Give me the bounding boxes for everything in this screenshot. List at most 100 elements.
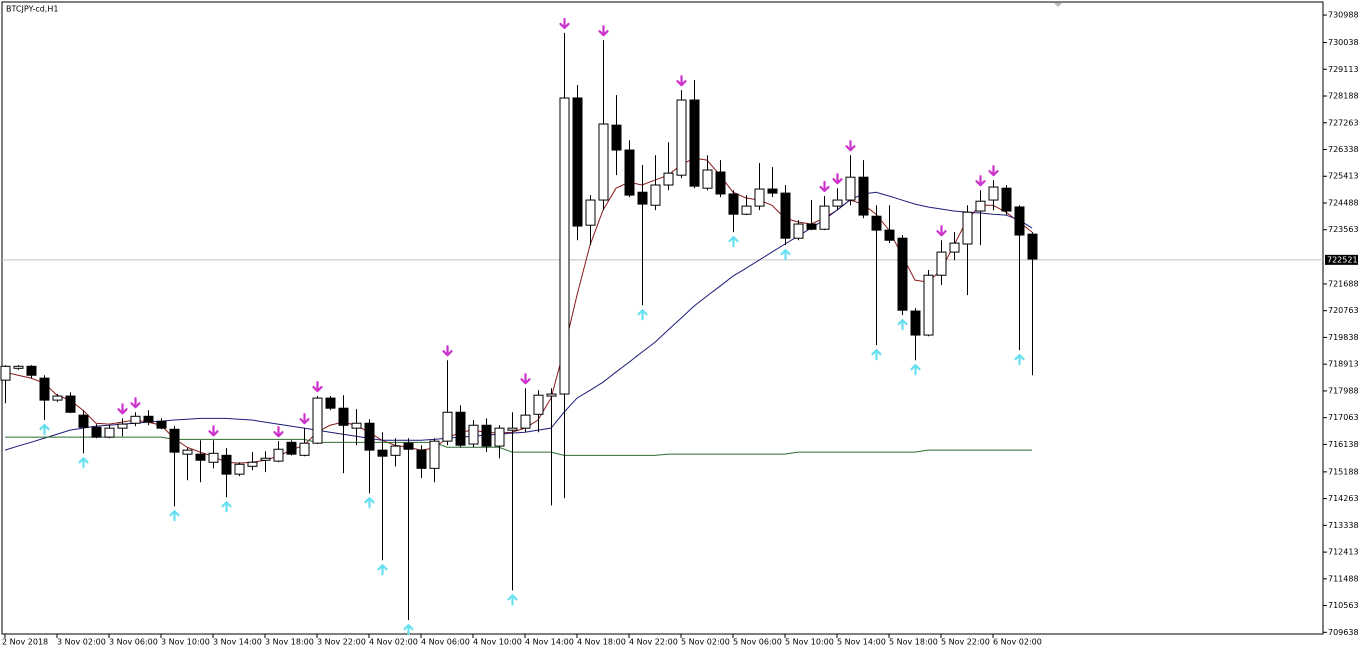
x-tick-label: 3 Nov 10:00: [161, 638, 210, 647]
sell-arrow: [845, 140, 856, 152]
sell-arrow: [442, 345, 453, 357]
sell-arrow: [208, 425, 219, 437]
y-tick-label: 715188: [1328, 467, 1359, 476]
buy-arrow: [221, 501, 232, 513]
candle-body: [39, 377, 50, 401]
candle-body: [481, 424, 492, 447]
y-tick-label: 730038: [1328, 38, 1359, 47]
buy-arrow: [78, 457, 89, 469]
y-tick-label: 724488: [1328, 198, 1359, 207]
candle-body: [949, 242, 960, 253]
candle-body: [663, 172, 674, 186]
candle-body: [910, 310, 921, 336]
x-tick-label: 5 Nov 18:00: [889, 638, 938, 647]
candle-body: [715, 171, 726, 195]
y-tick-label: 711488: [1328, 574, 1359, 583]
candle-body: [104, 427, 115, 438]
sell-arrow: [520, 373, 531, 385]
candle-body: [260, 457, 271, 461]
y-tick-label: 730988: [1328, 11, 1359, 20]
candle-body: [377, 449, 388, 457]
y-tick-label: 729113: [1328, 65, 1359, 74]
candle-body: [728, 193, 739, 215]
candle-body: [403, 442, 414, 450]
sell-arrow: [975, 175, 986, 187]
candle-body: [858, 176, 869, 216]
sell-arrow: [676, 75, 687, 87]
candle-body: [676, 99, 687, 176]
candle-body: [338, 407, 349, 426]
sell-arrow: [299, 413, 310, 425]
candle-body: [455, 411, 466, 446]
candle-body: [585, 199, 596, 226]
y-tick-label: 728188: [1328, 92, 1359, 101]
candle-body: [806, 223, 817, 230]
candle-body: [429, 440, 440, 469]
buy-arrow: [637, 309, 648, 321]
candle-body: [988, 186, 999, 201]
y-tick-label: 712413: [1328, 548, 1359, 557]
candle-body: [78, 414, 89, 428]
candle-body: [156, 420, 167, 429]
candle-body: [650, 184, 661, 206]
buy-arrow: [403, 624, 414, 636]
candle-body: [208, 452, 219, 463]
buy-arrow: [364, 497, 375, 509]
plot-frame: [1, 1, 1324, 635]
candle-body: [637, 191, 648, 205]
sell-arrow: [819, 180, 830, 193]
candle-body: [13, 365, 24, 369]
candle-body: [182, 449, 193, 455]
candle-body: [767, 188, 778, 194]
candle-body: [1001, 187, 1012, 212]
y-tick-label: 713338: [1328, 521, 1359, 530]
candle-body: [169, 428, 180, 453]
x-tick-label: 3 Nov 18:00: [265, 638, 314, 647]
candle-body: [143, 415, 154, 423]
candle-body: [572, 97, 583, 227]
candle-body: [247, 461, 258, 467]
y-tick-label: 721688: [1328, 279, 1359, 288]
candle-body: [0, 365, 11, 381]
candle-body: [1014, 206, 1025, 236]
candle-body: [273, 448, 284, 462]
candle-body: [689, 99, 700, 187]
candle-body: [923, 274, 934, 336]
x-tick-label: 3 Nov 22:00: [317, 638, 366, 647]
candle-body: [442, 411, 453, 442]
price-label: 722521: [1327, 255, 1358, 264]
y-tick-label: 709638: [1328, 628, 1359, 637]
x-tick-label: 4 Nov 14:00: [525, 638, 574, 647]
candle-body: [741, 205, 752, 215]
y-tick-label: 719838: [1328, 333, 1359, 342]
y-tick-label: 726338: [1328, 145, 1359, 154]
y-tick-label: 716138: [1328, 440, 1359, 449]
x-tick-label: 3 Nov 14:00: [213, 638, 262, 647]
y-tick-label: 710563: [1328, 601, 1359, 610]
buy-arrow: [1014, 353, 1025, 366]
candle-body: [793, 223, 804, 239]
buy-arrow: [871, 349, 882, 361]
candle-body: [559, 97, 570, 395]
candle-body: [312, 397, 323, 444]
candle-body: [962, 211, 973, 245]
candle-body: [702, 169, 713, 189]
buy-arrow: [897, 319, 908, 331]
candle-body: [416, 449, 427, 469]
x-tick-label: 5 Nov 02:00: [681, 638, 730, 647]
candle-body: [1027, 233, 1038, 260]
candle-body: [624, 149, 635, 196]
buy-arrow: [780, 249, 791, 261]
candle-body: [65, 395, 76, 413]
x-tick-label: 5 Nov 22:00: [941, 638, 990, 647]
candle-body: [936, 251, 947, 276]
candle-body: [299, 442, 310, 456]
y-tick-label: 717063: [1328, 413, 1359, 422]
x-tick-label: 5 Nov 14:00: [837, 638, 886, 647]
buy-arrow: [728, 236, 739, 248]
candle-body: [325, 397, 336, 409]
candle-body: [468, 424, 479, 445]
chart-title: BTCJPY-cd,H1: [6, 5, 58, 14]
x-tick-label: 2 Nov 2018: [2, 638, 48, 647]
x-tick-label: 4 Nov 10:00: [473, 638, 522, 647]
